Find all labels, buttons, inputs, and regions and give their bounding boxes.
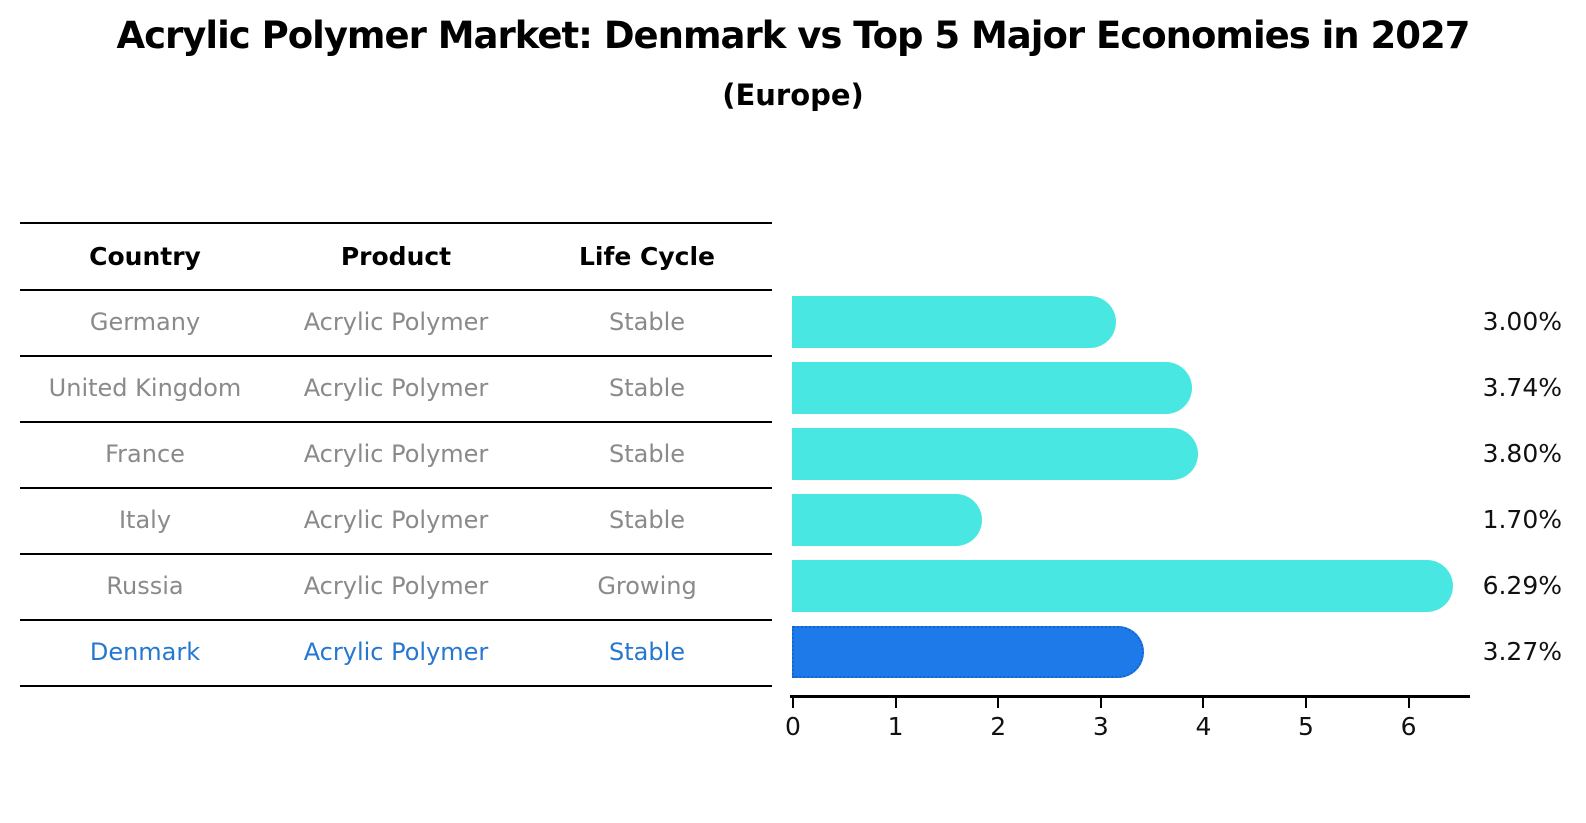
table-cell-product: Acrylic Polymer <box>303 440 489 468</box>
value-label: 3.80% <box>1482 439 1562 468</box>
table-cell-country: United Kingdom <box>48 374 242 402</box>
bar-denmark <box>792 626 1144 678</box>
x-axis-tick-mark <box>997 698 1000 708</box>
table-header-life-cycle: Life Cycle <box>578 242 716 271</box>
table-cell-country: Denmark <box>89 638 201 666</box>
x-axis-tick-mark <box>1305 698 1307 708</box>
table-cell-life-cycle: Stable <box>608 506 686 534</box>
bar-france <box>792 428 1198 480</box>
table-separator-line <box>20 355 772 357</box>
x-axis-tick-mark <box>894 698 897 708</box>
bar-united-kingdom <box>792 362 1192 414</box>
x-axis-tick-label: 1 <box>887 712 904 741</box>
table-cell-country: Italy <box>118 506 172 534</box>
table-cell-product: Acrylic Polymer <box>303 506 489 534</box>
x-axis-tick-label: 5 <box>1298 712 1314 741</box>
value-label: 3.27% <box>1482 637 1562 666</box>
value-label: 6.29% <box>1482 571 1562 600</box>
x-axis-tick-label: 2 <box>990 712 1007 741</box>
table-cell-product: Acrylic Polymer <box>303 638 489 666</box>
x-axis-line <box>790 695 1470 698</box>
bar-russia <box>792 560 1453 612</box>
table-cell-life-cycle: Growing <box>597 572 697 600</box>
value-label: 3.74% <box>1482 373 1562 402</box>
table-cell-product: Acrylic Polymer <box>303 572 489 600</box>
bar-germany <box>792 296 1116 348</box>
x-axis-tick-label: 3 <box>1092 712 1109 741</box>
table-separator-line <box>20 289 772 291</box>
x-axis-tick-mark <box>1202 698 1205 708</box>
bar-italy <box>792 494 982 546</box>
table-cell-life-cycle: Stable <box>608 440 686 468</box>
chart-title: Acrylic Polymer Market: Denmark vs Top 5… <box>116 14 1470 57</box>
table-cell-product: Acrylic Polymer <box>303 308 489 336</box>
table-header-product: Product <box>340 242 452 271</box>
x-axis-tick-mark <box>792 698 794 708</box>
table-cell-country: Russia <box>106 572 184 600</box>
x-axis-tick-label: 0 <box>785 712 801 741</box>
value-label: 1.70% <box>1482 505 1562 534</box>
x-axis-tick-mark <box>1407 698 1410 708</box>
table-separator-line <box>20 619 772 621</box>
value-label: 3.00% <box>1482 307 1562 336</box>
table-header-country: Country <box>89 242 201 271</box>
table-cell-country: Germany <box>89 308 201 336</box>
x-axis-tick-mark <box>1099 698 1102 708</box>
table-cell-country: France <box>105 440 185 468</box>
table-separator-line <box>20 421 772 423</box>
table-cell-life-cycle: Stable <box>608 374 686 402</box>
table-cell-life-cycle: Stable <box>608 638 686 666</box>
table-separator-line <box>20 222 772 224</box>
table-separator-line <box>20 685 772 687</box>
x-axis-tick-label: 4 <box>1195 712 1212 741</box>
table-cell-life-cycle: Stable <box>608 308 686 336</box>
table-cell-product: Acrylic Polymer <box>303 374 489 402</box>
chart-subtitle: (Europe) <box>722 78 864 112</box>
x-axis-tick-label: 6 <box>1400 712 1417 741</box>
table-separator-line <box>20 553 772 555</box>
table-separator-line <box>20 487 772 489</box>
